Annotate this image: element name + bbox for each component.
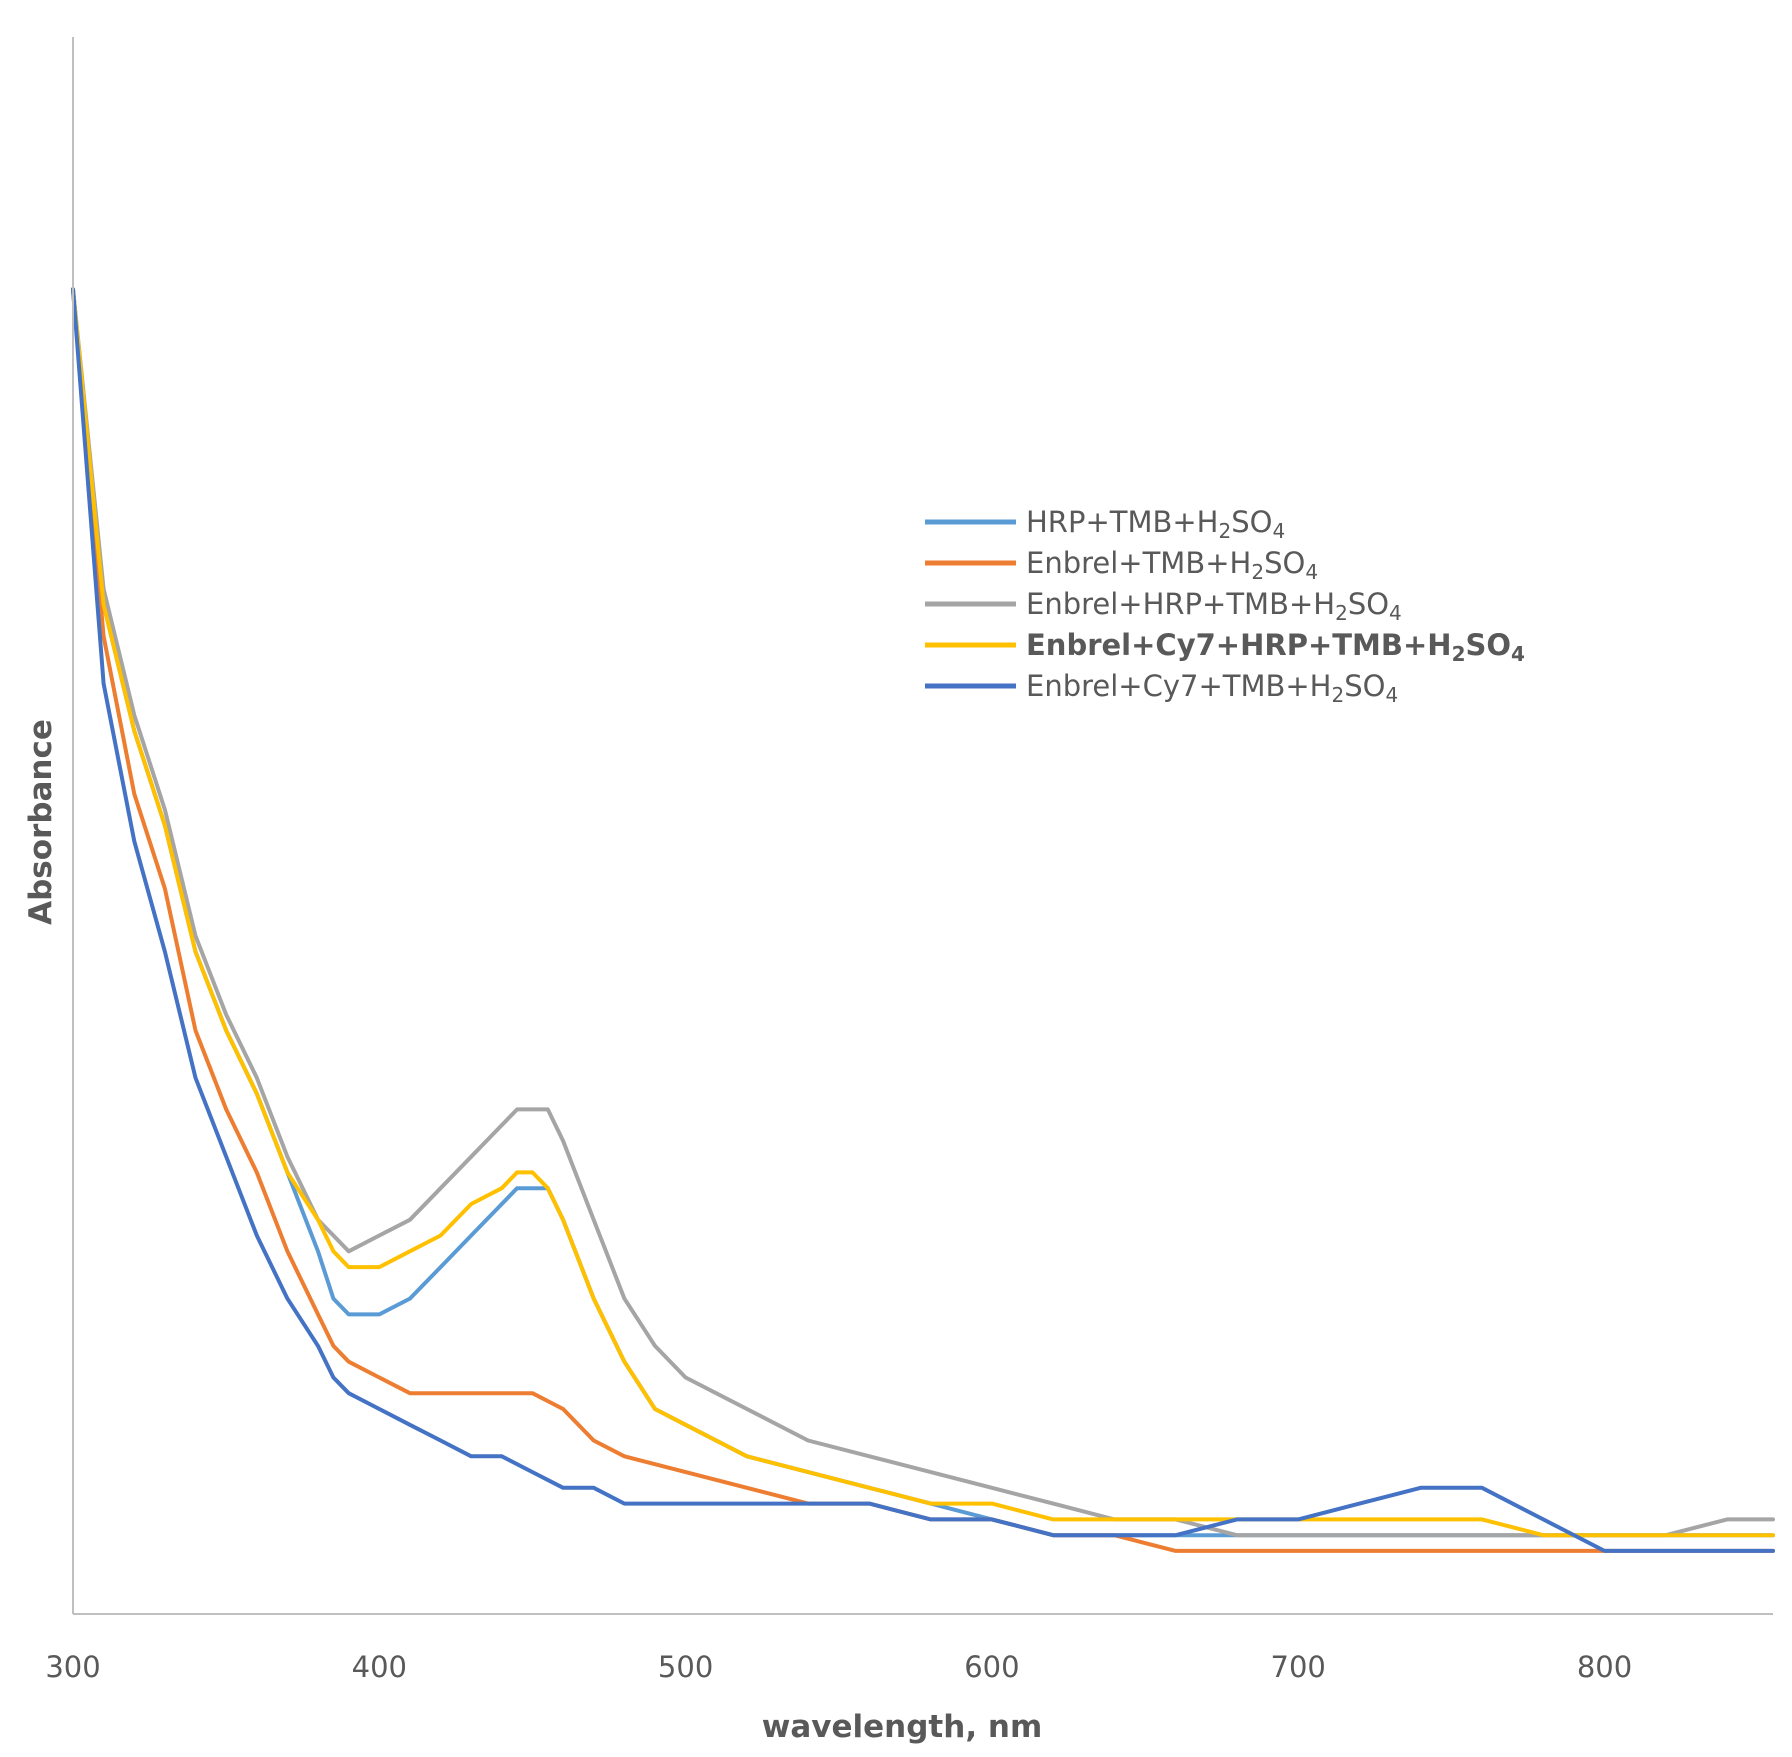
legend-label-3: Enbrel+HRP+TMB+H2SO4 bbox=[1026, 587, 1402, 625]
y-axis-title: Absorbance bbox=[23, 719, 59, 925]
x-tick-label: 300 bbox=[45, 1650, 100, 1684]
x-tick-label: 800 bbox=[1577, 1650, 1632, 1684]
series-line-5 bbox=[71, 287, 1775, 1553]
x-tick-label: 500 bbox=[658, 1650, 713, 1684]
series-line-3 bbox=[71, 287, 1775, 1538]
legend-label-4: Enbrel+Cy7+HRP+TMB+H2SO4 bbox=[1026, 628, 1525, 666]
legend-label-2: Enbrel+TMB+H2SO4 bbox=[1026, 546, 1318, 584]
series-line-1 bbox=[71, 287, 1775, 1538]
x-tick-label: 400 bbox=[352, 1650, 407, 1684]
legend: HRP+TMB+H2SO4Enbrel+TMB+H2SO4Enbrel+HRP+… bbox=[925, 505, 1525, 707]
x-axis-title: wavelength, nm bbox=[762, 1709, 1043, 1745]
series-line-2 bbox=[71, 287, 1775, 1553]
legend-label-5: Enbrel+Cy7+TMB+H2SO4 bbox=[1026, 669, 1398, 707]
x-tick-labels: 300 400 500 600 700 800 bbox=[45, 1650, 1632, 1684]
series-line-4 bbox=[71, 287, 1775, 1538]
legend-label-1: HRP+TMB+H2SO4 bbox=[1026, 505, 1285, 543]
plot-lines bbox=[71, 287, 1775, 1553]
x-tick-label: 600 bbox=[964, 1650, 1019, 1684]
x-tick-label: 700 bbox=[1271, 1650, 1326, 1684]
